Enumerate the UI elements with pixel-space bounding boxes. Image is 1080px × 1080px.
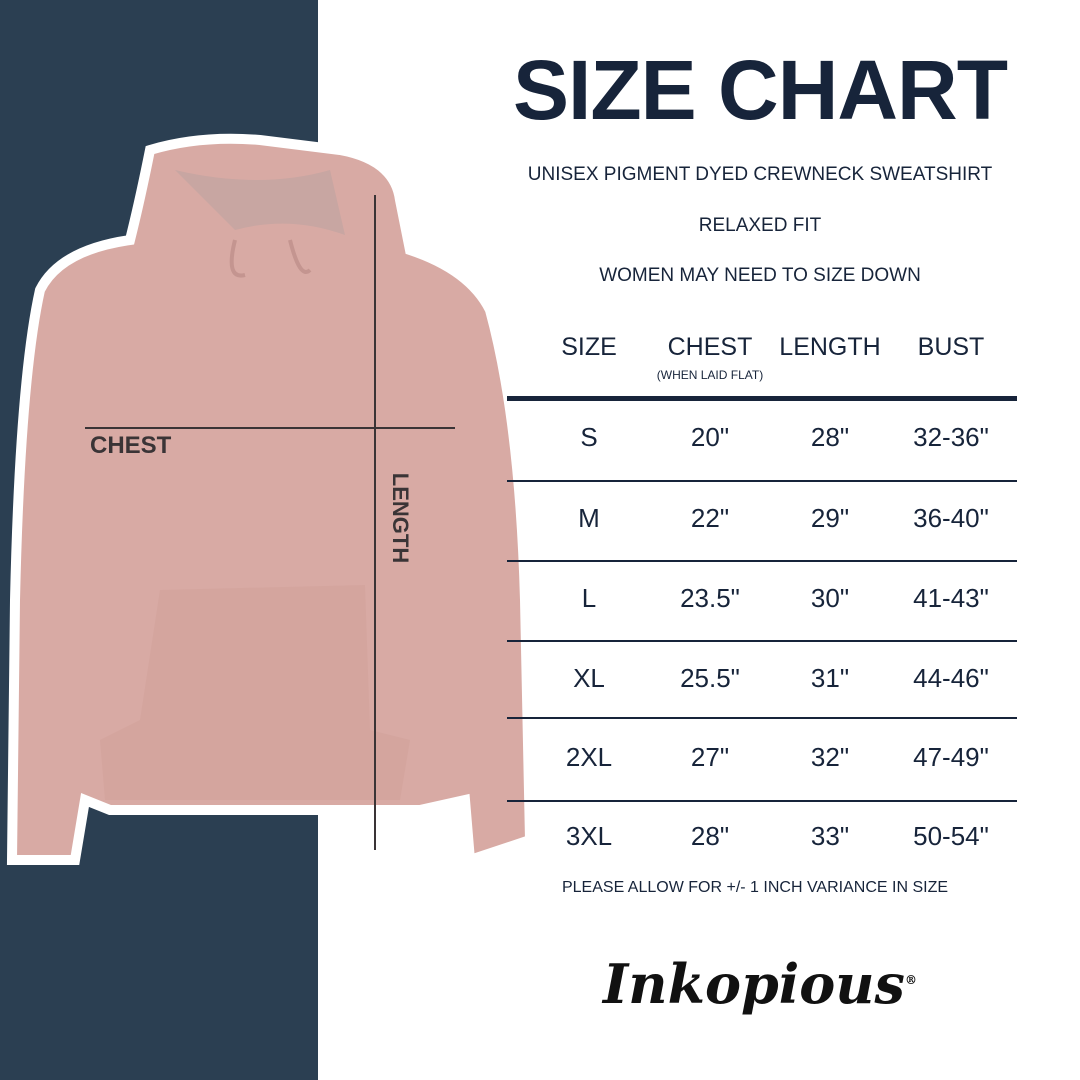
cell-length: 30" xyxy=(810,583,850,613)
row-divider xyxy=(507,560,1017,562)
cell-length: 28" xyxy=(810,422,850,452)
cell-length: 32" xyxy=(810,742,850,772)
brand-logo: Inkopious® xyxy=(603,952,917,1016)
row-divider xyxy=(507,480,1017,482)
cell-chest: 27" xyxy=(690,742,730,772)
subtitle-product: UNISEX PIGMENT DYED CREWNECK SWEATSHIRT xyxy=(527,164,993,185)
cell-chest: 23.5" xyxy=(680,583,740,613)
cell-bust: 32-36" xyxy=(913,422,989,452)
cell-size: XL xyxy=(573,663,605,693)
cell-bust: 36-40" xyxy=(913,503,989,533)
cell-length: 33" xyxy=(810,821,850,851)
header-size: SIZE xyxy=(561,333,617,361)
cell-chest: 22" xyxy=(690,503,730,533)
cell-size: 2XL xyxy=(565,742,613,772)
cell-bust: 44-46" xyxy=(913,663,989,693)
cell-chest: 28" xyxy=(690,821,730,851)
variance-note: PLEASE ALLOW FOR +/- 1 INCH VARIANCE IN … xyxy=(561,879,949,896)
header-length: LENGTH xyxy=(779,333,881,361)
chest-label: CHEST xyxy=(90,432,172,459)
page-title: SIZE CHART xyxy=(513,43,1008,137)
header-divider xyxy=(507,396,1017,401)
subtitle-advice: WOMEN MAY NEED TO SIZE DOWN xyxy=(599,265,921,286)
header-bust: BUST xyxy=(917,333,985,361)
cell-bust: 47-49" xyxy=(913,742,989,772)
row-divider xyxy=(507,717,1017,719)
header-chest: CHEST xyxy=(667,333,753,361)
cell-bust: 41-43" xyxy=(913,583,989,613)
row-divider xyxy=(507,640,1017,642)
cell-size: S xyxy=(580,422,598,452)
cell-size: L xyxy=(581,583,597,613)
cell-chest: 20" xyxy=(690,422,730,452)
hoodie-image xyxy=(6,133,536,867)
cell-size: 3XL xyxy=(565,821,613,851)
row-divider xyxy=(507,800,1017,802)
cell-size: M xyxy=(578,503,600,533)
cell-bust: 50-54" xyxy=(913,821,989,851)
cell-length: 31" xyxy=(810,663,850,693)
cell-chest: 25.5" xyxy=(680,663,740,693)
length-label: LENGTH xyxy=(388,472,413,564)
subtitle-fit: RELAXED FIT xyxy=(698,215,822,236)
cell-length: 29" xyxy=(810,503,850,533)
chest-note: (WHEN LAID FLAT) xyxy=(656,368,764,382)
